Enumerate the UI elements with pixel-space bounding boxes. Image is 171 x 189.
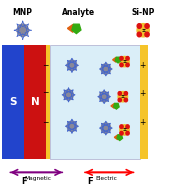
Polygon shape [67, 24, 73, 32]
Polygon shape [113, 57, 116, 62]
Text: −: − [42, 118, 49, 127]
Circle shape [118, 98, 121, 102]
Text: ±: ± [121, 94, 125, 99]
Circle shape [126, 125, 129, 129]
Text: ±: ± [141, 28, 145, 33]
Text: S: S [10, 97, 17, 107]
Text: +: + [139, 118, 146, 127]
Text: +: + [139, 61, 146, 70]
Circle shape [120, 57, 129, 67]
FancyBboxPatch shape [50, 45, 140, 160]
Circle shape [145, 32, 149, 37]
Circle shape [120, 125, 123, 129]
Circle shape [124, 92, 128, 95]
Text: Analyte: Analyte [62, 8, 95, 17]
FancyBboxPatch shape [140, 45, 148, 160]
Circle shape [126, 63, 129, 67]
Polygon shape [114, 103, 119, 109]
Circle shape [64, 90, 73, 100]
Text: $\mathbf{F}$: $\mathbf{F}$ [21, 175, 28, 186]
Circle shape [120, 125, 129, 135]
Text: MNP: MNP [13, 8, 33, 17]
Circle shape [145, 24, 149, 28]
FancyBboxPatch shape [2, 45, 24, 160]
Polygon shape [115, 57, 121, 63]
Circle shape [124, 98, 128, 102]
Text: $\mathbf{F}$: $\mathbf{F}$ [87, 175, 94, 186]
Polygon shape [117, 135, 122, 140]
Polygon shape [72, 24, 81, 34]
Text: N: N [31, 97, 40, 107]
Text: ±: ± [122, 59, 127, 64]
Circle shape [101, 64, 111, 74]
FancyBboxPatch shape [24, 45, 47, 160]
Text: ±: ± [122, 127, 127, 132]
Circle shape [126, 57, 129, 60]
Circle shape [17, 24, 28, 36]
Circle shape [137, 24, 149, 37]
Circle shape [120, 131, 123, 135]
Circle shape [67, 121, 77, 131]
Circle shape [120, 57, 123, 60]
Circle shape [118, 92, 121, 95]
FancyBboxPatch shape [41, 45, 50, 160]
Text: −: − [42, 88, 49, 98]
Circle shape [126, 131, 129, 135]
Circle shape [67, 60, 77, 70]
Text: Electric: Electric [95, 177, 117, 181]
Circle shape [137, 32, 141, 37]
Circle shape [137, 24, 141, 28]
Circle shape [118, 91, 128, 102]
Text: −: − [42, 61, 49, 70]
Text: Si-NP: Si-NP [131, 8, 155, 17]
Text: +: + [139, 88, 146, 98]
Circle shape [120, 63, 123, 67]
Polygon shape [111, 104, 114, 108]
Polygon shape [114, 135, 118, 140]
Text: Magnetic: Magnetic [24, 177, 51, 181]
Circle shape [99, 91, 109, 102]
Circle shape [101, 123, 111, 133]
